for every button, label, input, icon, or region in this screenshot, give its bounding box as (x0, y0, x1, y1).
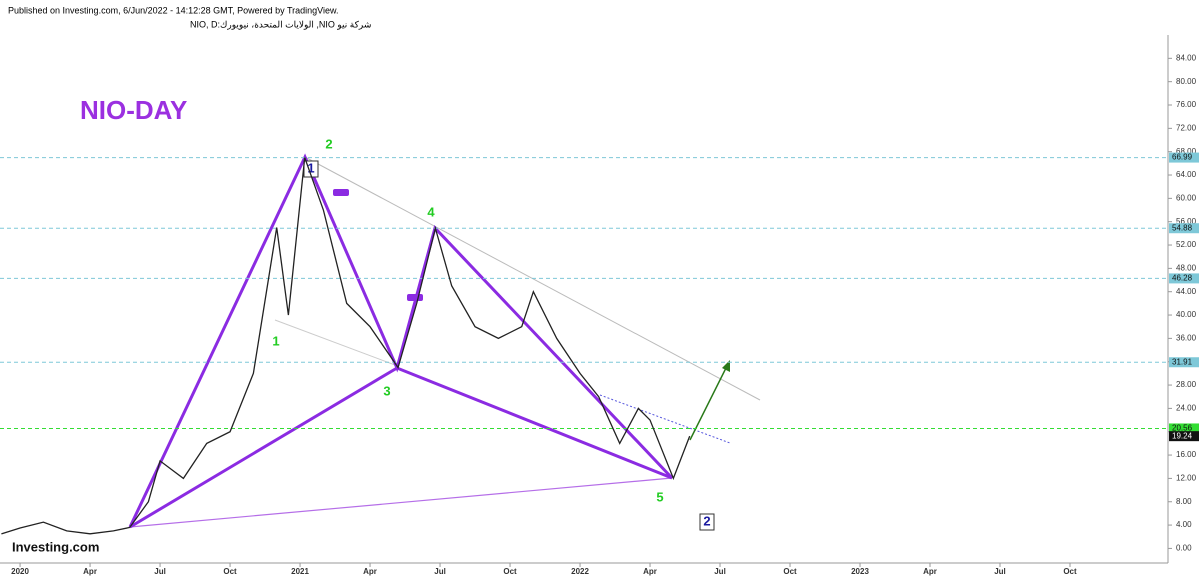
x-tick-label: 2022 (571, 567, 589, 576)
x-tick-label: Jul (154, 567, 166, 576)
level-label: 20.56 (1172, 424, 1193, 433)
x-tick-label: Oct (503, 567, 517, 576)
x-tick-label: Oct (783, 567, 797, 576)
x-tick-label: 2023 (851, 567, 869, 576)
pattern-line (129, 366, 673, 529)
projection-arrow (689, 363, 729, 441)
level-tag (1169, 152, 1199, 163)
y-tick-label: 40.00 (1176, 310, 1197, 319)
y-tick-label: 84.00 (1176, 53, 1197, 62)
symbol-line: شركة نيو NIO, الولايات المتحدة، نيويورك:… (190, 19, 371, 30)
y-tick-label: 76.00 (1176, 100, 1197, 109)
level-label: 31.91 (1172, 357, 1193, 366)
x-tick-label: Apr (923, 567, 937, 576)
y-tick-label: 48.00 (1176, 263, 1197, 272)
price-line (1, 157, 691, 535)
level-label: 66.99 (1172, 153, 1193, 162)
level-tag (1169, 273, 1199, 284)
x-tick-label: Oct (223, 567, 237, 576)
x-tick-label: Apr (643, 567, 657, 576)
x-tick-label: 2020 (11, 567, 29, 576)
label-box (699, 513, 715, 531)
level-tag (1169, 423, 1199, 434)
y-tick-label: 44.00 (1176, 287, 1197, 296)
x-tick-label: Apr (363, 567, 377, 576)
y-tick-label: 12.00 (1176, 474, 1197, 483)
arrow-head (722, 360, 730, 372)
wave-label: 1 (272, 333, 279, 348)
point-label: 2 (703, 513, 710, 528)
wave-label: 2 (325, 136, 332, 151)
marker (333, 189, 349, 196)
y-tick-label: 4.00 (1176, 520, 1192, 529)
watermark: Investing.com (12, 539, 99, 554)
y-tick-label: 56.00 (1176, 217, 1197, 226)
level-label: 54.88 (1172, 223, 1193, 232)
last-price-label: 19.24 (1172, 431, 1193, 440)
y-tick-label: 24.00 (1176, 404, 1197, 413)
y-tick-label: 8.00 (1176, 497, 1192, 506)
x-tick-label: Jul (434, 567, 446, 576)
pattern-line (129, 477, 673, 528)
trend-line (599, 394, 731, 444)
y-tick-label: 80.00 (1176, 77, 1197, 86)
pattern (128, 153, 761, 529)
wave-label: 3 (383, 383, 390, 398)
level-tag (1169, 357, 1199, 368)
published-line: Published on Investing.com, 6/Jun/2022 -… (8, 5, 339, 15)
x-tick-label: Oct (1063, 567, 1077, 576)
wave-label: 4 (427, 204, 435, 219)
marker (407, 294, 423, 301)
level-label: 46.28 (1172, 274, 1193, 283)
y-tick-label: 28.00 (1176, 380, 1197, 389)
point-label: 1 (307, 160, 314, 175)
y-tick-label: 68.00 (1176, 147, 1197, 156)
y-tick-label: 72.00 (1176, 123, 1197, 132)
last-price-tag (1169, 431, 1199, 442)
x-tick-label: 2021 (291, 567, 309, 576)
y-tick-label: 60.00 (1176, 193, 1197, 202)
y-tick-label: 64.00 (1176, 170, 1197, 179)
wave-label: 5 (656, 489, 663, 504)
pattern-line (128, 153, 674, 528)
x-tick-label: Apr (83, 567, 97, 576)
y-tick-label: 36.00 (1176, 333, 1197, 342)
y-tick-label: 16.00 (1176, 450, 1197, 459)
level-tag (1169, 223, 1199, 234)
x-tick-label: Jul (994, 567, 1006, 576)
trend-line (274, 319, 396, 366)
y-tick-label: 0.00 (1176, 544, 1192, 553)
x-tick-label: Jul (714, 567, 726, 576)
chart-title: NIO-DAY (80, 95, 187, 125)
y-tick-label: 52.00 (1176, 240, 1197, 249)
